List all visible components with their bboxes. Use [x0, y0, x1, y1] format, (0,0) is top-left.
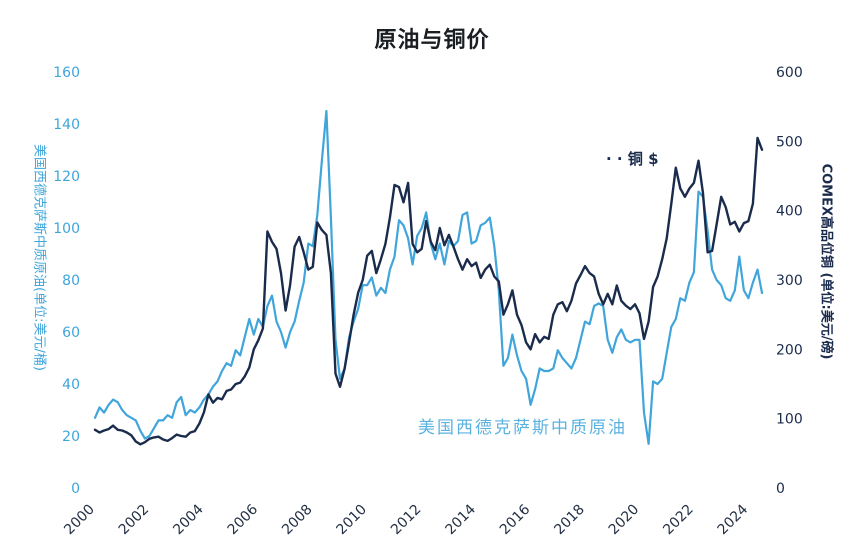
oil-series-label: 美国西德克萨斯中质原油 [418, 418, 627, 438]
x-axis-tick: 2000 [61, 502, 98, 539]
x-axis-tick: 2020 [606, 502, 643, 539]
x-axis-tick: 2008 [279, 502, 316, 539]
x-axis-tick: 2006 [225, 501, 262, 538]
left-axis-tick: 40 [62, 377, 80, 393]
right-axis-tick: 600 [776, 65, 803, 81]
right-axis-tick: 0 [776, 481, 785, 497]
left-axis-tick: 60 [62, 325, 80, 341]
x-axis-tick: 2012 [388, 502, 425, 539]
left-axis-tick: 120 [53, 169, 80, 185]
copper-series-line [93, 136, 764, 446]
x-axis-tick: 2018 [551, 502, 588, 539]
right-axis-tick: 300 [776, 273, 803, 289]
right-axis-tick: 500 [776, 134, 803, 150]
x-axis-tick: 2004 [170, 501, 207, 538]
chart-title: 原油与铜价 [374, 28, 490, 53]
x-axis-tick: 2022 [660, 502, 697, 539]
x-axis-tick: 2002 [116, 502, 153, 539]
right-axis-tick: 200 [776, 342, 803, 358]
right-axis-tick: 400 [776, 204, 803, 220]
right-axis-tick: 100 [776, 412, 803, 428]
x-axis-tick: 2024 [715, 501, 752, 538]
x-axis-tick: 2016 [497, 501, 534, 538]
left-axis-tick: 100 [53, 221, 80, 237]
left-axis-tick: 20 [62, 429, 80, 445]
x-axis-tick: 2010 [334, 502, 371, 539]
x-axis-tick: 2014 [442, 501, 479, 538]
left-axis-tick: 160 [53, 65, 80, 81]
oil-series-line [93, 109, 764, 445]
copper-series-label: · · 铜 $ [606, 150, 659, 168]
left-axis-tick: 0 [71, 481, 80, 497]
left-axis-tick: 80 [62, 273, 80, 289]
left-axis-tick: 140 [53, 117, 80, 133]
